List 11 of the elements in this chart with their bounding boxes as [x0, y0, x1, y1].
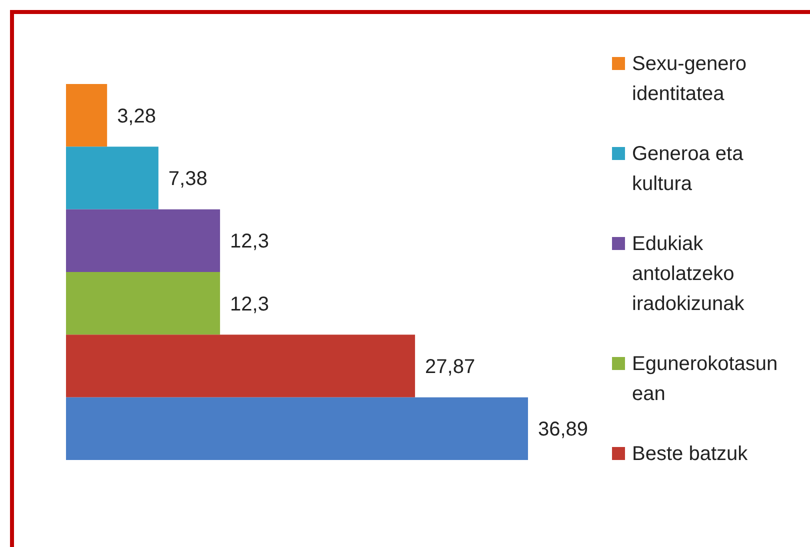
- data-label: 27,87: [425, 356, 476, 378]
- legend-label: Edukiak antolatzeko iradokizunak: [632, 233, 746, 315]
- legend-label: Egunerokotasunean: [632, 353, 778, 405]
- legend-label: Sexu-genero identitatea: [632, 53, 747, 105]
- data-label: 12,3: [230, 230, 269, 253]
- data-label: 36,89: [538, 418, 588, 441]
- data-label: 12,3: [230, 293, 269, 316]
- legend-label: Beste batzuk: [632, 443, 749, 465]
- data-label: 7,38: [168, 168, 208, 190]
- data-label: 3,28: [117, 105, 156, 128]
- legend-label: Generoa eta kultura: [632, 143, 744, 195]
